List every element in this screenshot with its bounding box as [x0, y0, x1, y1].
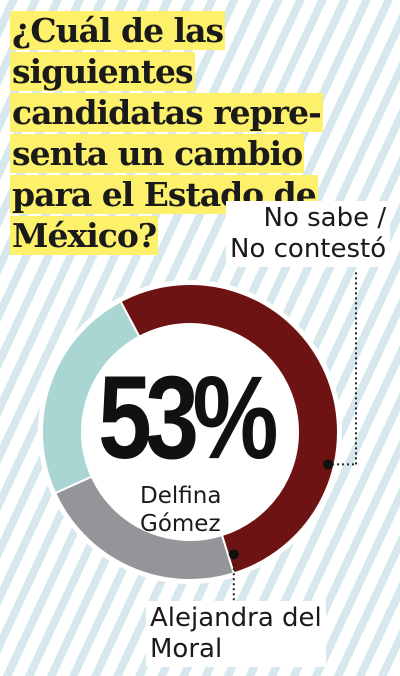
leader-no-sabe-dot	[323, 459, 334, 470]
label-no-sabe-line-2: No contestó	[230, 234, 387, 264]
label-alejandra-line-2: Moral	[150, 634, 223, 664]
title-line-2: candidatas repre-	[10, 93, 323, 132]
label-alejandra-line-1: Alejandra del	[150, 603, 322, 633]
label-no-sabe-line-1: No sabe /	[263, 203, 387, 233]
label-delfina-line-1: Delfina	[140, 483, 222, 509]
leader-lines	[228, 272, 357, 602]
label-delfina-line-2: Gómez	[140, 511, 221, 537]
slice-alejandra-del-moral	[41, 299, 141, 495]
label-delfina: Delfina Gómez	[140, 482, 221, 538]
slice-delfina-gómez	[119, 283, 339, 575]
chart-title: ¿Cuál de las siguientes candidatas repre…	[10, 10, 370, 256]
title-line-5: México?	[10, 216, 159, 255]
highlight-percentage: 53%	[98, 352, 279, 484]
title-line-3: senta un cambio	[10, 134, 305, 173]
label-no-sabe: No sabe / No contestó	[226, 201, 391, 267]
leader-alejandra-dot	[228, 549, 239, 560]
donut-slices	[41, 283, 339, 581]
label-alejandra: Alejandra del Moral	[146, 601, 326, 667]
